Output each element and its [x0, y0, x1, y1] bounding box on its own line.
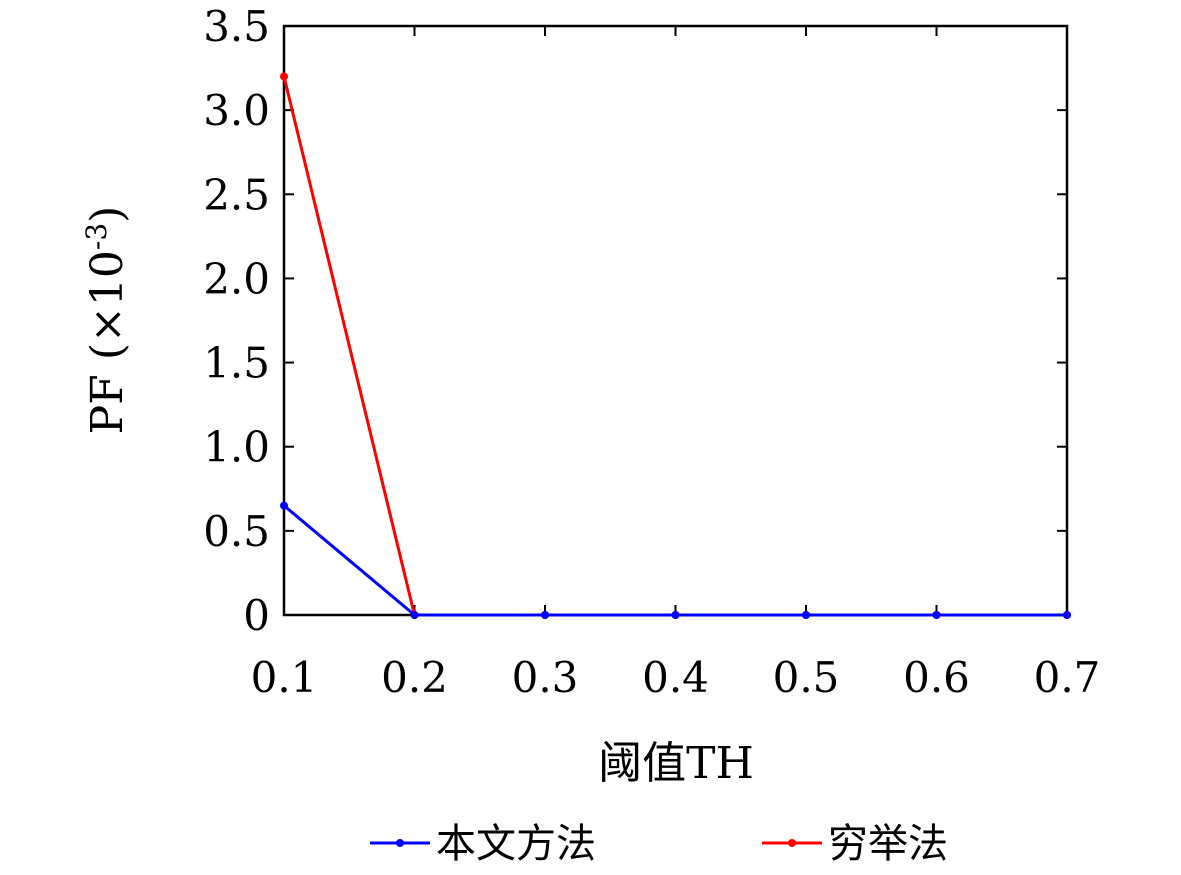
x-tick-label: 0.5	[773, 653, 840, 702]
y-tick-label: 3.5	[203, 2, 270, 51]
plot-frame	[282, 24, 1069, 617]
legend-swatch-marker	[788, 839, 796, 847]
y-tick-label: 1.5	[203, 339, 270, 388]
y-axis-title-main: PF	[82, 374, 133, 434]
legend-label: 本文方法	[436, 821, 596, 867]
x-axis: 0.1 0.2 0.3 0.4 0.5 0.6 0.7	[251, 26, 1101, 702]
legend: 本文方法 穷举法	[370, 821, 948, 867]
data-point	[410, 611, 419, 619]
legend-swatch-marker	[396, 839, 404, 847]
x-tick-label: 0.7	[1034, 653, 1101, 702]
series-layer	[280, 72, 1071, 619]
data-point	[802, 611, 810, 619]
y-tick-label: 2.0	[203, 254, 270, 303]
y-tick-label: 1.0	[203, 423, 270, 472]
y-axis-title-close: )	[82, 206, 133, 223]
data-point	[280, 72, 288, 81]
y-axis: 0 0.5 1.0 1.5 2.0 2.5 3.0 3.5	[203, 2, 1067, 640]
legend-label: 穷举法	[828, 821, 948, 867]
data-point	[1063, 611, 1071, 619]
x-tick-label: 0.2	[381, 653, 448, 702]
y-tick-label: 3.0	[203, 86, 270, 135]
y-tick-label: 0.5	[203, 507, 270, 556]
data-point	[280, 501, 288, 510]
data-point	[671, 611, 680, 619]
y-tick-label: 0	[243, 591, 270, 640]
data-point	[541, 611, 549, 619]
x-tick-label: 0.3	[512, 653, 579, 702]
plot-area	[282, 24, 1069, 617]
series-穷举法	[280, 72, 1071, 619]
series-line	[282, 76, 1067, 617]
x-tick-label: 0.4	[642, 653, 709, 702]
x-tick-label: 0.6	[903, 653, 970, 702]
x-axis-title: 阈值TH	[598, 738, 754, 789]
y-tick-label: 2.5	[203, 170, 270, 219]
y-axis-title-exponent: -3	[80, 223, 113, 250]
series-本文方法	[280, 501, 1071, 619]
legend-item: 本文方法	[370, 821, 596, 867]
legend-item: 穷举法	[762, 821, 948, 867]
y-axis-title-unit: (×10	[82, 250, 133, 360]
data-point	[932, 611, 941, 619]
y-axis-title: PF (×10-3)	[80, 206, 133, 435]
x-tick-label: 0.1	[251, 653, 318, 702]
